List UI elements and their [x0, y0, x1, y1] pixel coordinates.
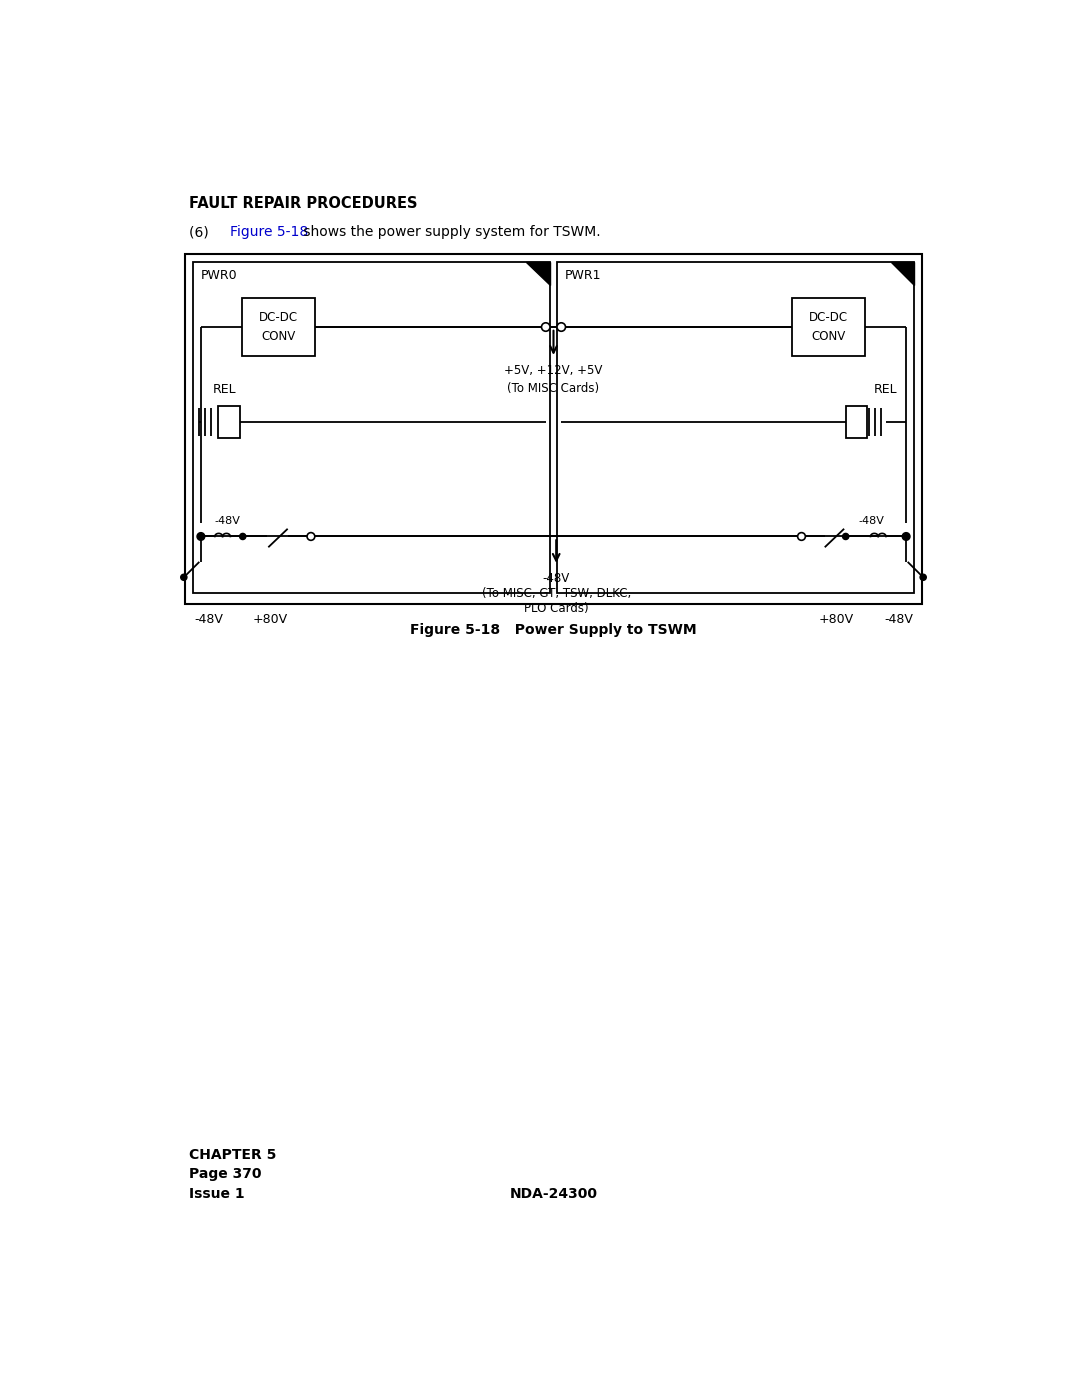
Text: +80V: +80V: [819, 613, 854, 626]
Bar: [846, 407, 867, 439]
Circle shape: [307, 532, 314, 541]
Circle shape: [902, 532, 910, 541]
Text: FAULT REPAIR PROCEDURES: FAULT REPAIR PROCEDURES: [189, 196, 418, 211]
Text: CHAPTER 5
Page 370
Issue 1: CHAPTER 5 Page 370 Issue 1: [189, 1148, 276, 1201]
Circle shape: [557, 323, 566, 331]
Text: CONV: CONV: [811, 330, 846, 342]
Text: Figure 5-18   Power Supply to TSWM: Figure 5-18 Power Supply to TSWM: [410, 623, 697, 637]
Text: NDA-24300: NDA-24300: [510, 1187, 597, 1201]
Bar: [193, 261, 550, 592]
Circle shape: [197, 532, 205, 541]
Circle shape: [180, 574, 187, 580]
Text: -48V: -48V: [214, 515, 240, 527]
Text: CONV: CONV: [261, 330, 296, 342]
Bar: [186, 254, 921, 605]
Text: -48V: -48V: [542, 571, 570, 584]
Text: PWR1: PWR1: [565, 270, 602, 282]
Text: (6): (6): [189, 225, 222, 239]
Bar: [218, 407, 240, 439]
Circle shape: [240, 534, 246, 539]
Polygon shape: [526, 261, 550, 285]
Text: -48V: -48V: [883, 613, 913, 626]
Circle shape: [798, 532, 806, 541]
Polygon shape: [891, 261, 914, 285]
Text: -48V: -48V: [859, 515, 883, 527]
Text: REL: REL: [213, 383, 237, 397]
Text: -48V: -48V: [194, 613, 224, 626]
Circle shape: [842, 534, 849, 539]
Circle shape: [541, 323, 550, 331]
Text: DC-DC: DC-DC: [259, 312, 298, 324]
Text: +80V: +80V: [253, 613, 288, 626]
Text: Figure 5-18: Figure 5-18: [230, 225, 308, 239]
Text: (To MISC, GT, TSW, DLKC,: (To MISC, GT, TSW, DLKC,: [482, 587, 631, 599]
Text: (To MISC Cards): (To MISC Cards): [508, 383, 599, 395]
Text: PWR0: PWR0: [201, 270, 238, 282]
Bar: [557, 261, 914, 592]
Text: +5V, +12V, +5V: +5V, +12V, +5V: [504, 365, 603, 377]
Text: REL: REL: [874, 383, 897, 397]
Text: DC-DC: DC-DC: [809, 312, 848, 324]
Bar: [792, 298, 865, 356]
Text: PLO Cards): PLO Cards): [524, 602, 589, 615]
Circle shape: [920, 574, 927, 580]
Bar: [242, 298, 315, 356]
Text: shows the power supply system for TSWM.: shows the power supply system for TSWM.: [299, 225, 600, 239]
